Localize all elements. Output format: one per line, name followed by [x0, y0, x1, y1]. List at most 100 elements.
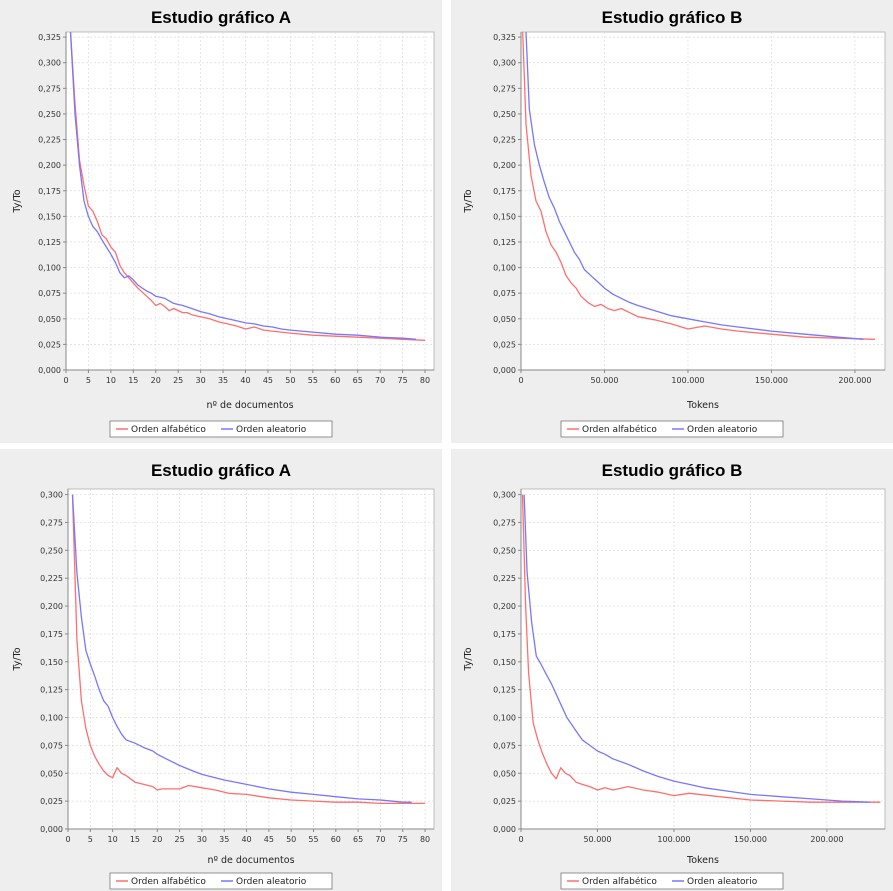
y-tick-label: 0,125	[493, 238, 516, 247]
y-tick-label: 0,000	[38, 366, 61, 375]
legend-label: Orden alfabético	[582, 876, 657, 887]
y-tick-label: 0,075	[38, 289, 61, 298]
chart-title: Estudio gráfico B	[602, 8, 743, 27]
x-tick-label: 0	[518, 835, 523, 844]
x-tick-label: 35	[218, 376, 228, 385]
chart-title: Estudio gráfico A	[151, 461, 291, 480]
x-tick-label: 150.000	[734, 835, 767, 844]
y-tick-label: 0,275	[493, 518, 516, 527]
y-tick-label: 0,275	[40, 518, 63, 527]
y-tick-label: 0,175	[493, 187, 516, 196]
y-tick-label: 0,200	[38, 161, 61, 170]
y-tick-label: 0,225	[40, 574, 63, 583]
legend-label: Orden aleatorio	[687, 877, 758, 887]
y-tick-label: 0,000	[493, 366, 516, 375]
grid-lines	[520, 32, 885, 371]
x-tick-label: 30	[196, 376, 206, 385]
y-tick-label: 0,225	[493, 574, 516, 583]
x-tick-label: 45	[263, 376, 273, 385]
x-tick-label: 45	[264, 835, 274, 844]
x-tick-label: 55	[308, 835, 318, 844]
x-tick-label: 25	[174, 835, 184, 844]
y-tick-label: 0,300	[38, 59, 61, 68]
x-tick-label: 75	[397, 376, 407, 385]
legend: Orden alfabético Orden aleatorio	[560, 420, 784, 438]
legend-label: Orden alfabético	[582, 424, 657, 435]
y-tick-label: 0,050	[493, 769, 516, 778]
legend-label: Orden alfabético	[131, 876, 206, 887]
series-line-orden-aleatorio	[71, 494, 412, 803]
legend: Orden alfabético Orden aleatorio	[109, 872, 333, 890]
series-line-orden-aleatorio	[523, 494, 870, 803]
y-tick-label: 0,100	[40, 714, 63, 723]
x-axis-label: nº de documentos	[206, 400, 293, 411]
legend: Orden alfabético Orden aleatorio	[109, 420, 333, 438]
chart-title: Estudio gráfico A	[151, 8, 291, 27]
legend-label: Orden aleatorio	[236, 877, 307, 887]
x-tick-label: 5	[88, 835, 93, 844]
y-tick-label: 0,175	[493, 630, 516, 639]
y-tick-label: 0,150	[493, 212, 516, 221]
y-tick-label: 0,275	[38, 84, 61, 93]
plot-area	[65, 31, 435, 371]
x-axis-label: Tokens	[686, 855, 719, 866]
x-tick-label: 15	[130, 835, 140, 844]
legend-label: Orden aleatorio	[687, 425, 758, 435]
y-axis-label: Ty/To	[12, 189, 23, 213]
y-tick-label: 0,025	[493, 797, 516, 806]
x-tick-label: 0	[63, 376, 68, 385]
y-tick-label: 0,025	[493, 340, 516, 349]
y-tick-label: 0,200	[40, 602, 63, 611]
y-tick-label: 0,200	[493, 602, 516, 611]
y-tick-label: 0,125	[493, 686, 516, 695]
x-tick-label: 20	[151, 376, 161, 385]
x-tick-label: 0	[518, 376, 523, 385]
series-line-orden-alfabetico	[69, 31, 426, 341]
x-tick-label: 50.000	[583, 835, 611, 844]
series-line-orden-aleatorio	[69, 31, 417, 340]
x-tick-label: 100.000	[671, 376, 704, 385]
x-tick-label: 60	[331, 835, 341, 844]
chart-top-left: Estudio gráfico A 0,000 0,025 0,050 0,075 0,1…	[12, 8, 435, 438]
plot-area	[520, 31, 886, 371]
y-tick-label: 0,000	[493, 825, 516, 834]
x-tick-label: 75	[398, 835, 408, 844]
y-tick-label: 0,200	[493, 161, 516, 170]
x-tick-label: 60	[330, 376, 340, 385]
y-tick-label: 0,075	[493, 289, 516, 298]
y-tick-label: 0,300	[493, 491, 516, 500]
x-tick-label: 30	[197, 835, 207, 844]
x-axis-label: Tokens	[686, 400, 719, 411]
x-tick-label: 10	[108, 835, 118, 844]
chart-title: Estudio gráfico B	[602, 461, 743, 480]
y-tick-label: 0,175	[40, 630, 63, 639]
series-line-orden-alfabetico	[522, 31, 876, 340]
x-tick-label: 80	[420, 376, 430, 385]
legend-label: Orden aleatorio	[236, 425, 307, 435]
x-tick-label: 200.000	[838, 376, 871, 385]
x-tick-label: 40	[241, 835, 251, 844]
y-tick-label: 0,125	[40, 686, 63, 695]
y-tick-label: 0,225	[38, 136, 61, 145]
y-tick-label: 0,150	[493, 658, 516, 667]
y-tick-label: 0,150	[38, 212, 61, 221]
y-tick-label: 0,275	[493, 84, 516, 93]
y-tick-label: 0,100	[38, 264, 61, 273]
y-tick-label: 0,100	[493, 264, 516, 273]
y-tick-label: 0,175	[38, 187, 61, 196]
y-tick-label: 0,250	[38, 110, 61, 119]
x-tick-label: 200.000	[810, 835, 843, 844]
x-tick-label: 40	[240, 376, 250, 385]
x-tick-label: 100.000	[657, 835, 690, 844]
x-tick-label: 35	[219, 835, 229, 844]
y-tick-label: 0,050	[40, 769, 63, 778]
y-tick-label: 0,325	[493, 33, 516, 42]
x-axis-label: nº de documentos	[207, 855, 294, 866]
x-tick-label: 50	[286, 835, 296, 844]
y-tick-label: 0,025	[38, 340, 61, 349]
x-tick-label: 70	[375, 376, 385, 385]
x-tick-label: 70	[375, 835, 385, 844]
y-tick-label: 0,075	[493, 741, 516, 750]
x-tick-label: 65	[353, 835, 363, 844]
plot-area	[67, 488, 435, 830]
